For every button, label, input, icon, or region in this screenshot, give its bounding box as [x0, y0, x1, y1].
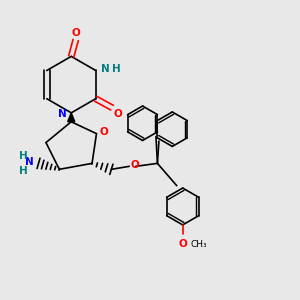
- Text: N: N: [58, 109, 67, 119]
- Text: O: O: [131, 160, 140, 170]
- Text: O: O: [113, 109, 122, 119]
- Text: CH₃: CH₃: [190, 240, 207, 249]
- Text: N: N: [25, 157, 34, 167]
- Text: H: H: [19, 151, 28, 161]
- Polygon shape: [68, 113, 75, 122]
- Text: O: O: [178, 238, 187, 249]
- Text: N: N: [101, 64, 110, 74]
- Text: O: O: [71, 28, 80, 38]
- Text: H: H: [112, 64, 121, 74]
- Text: O: O: [100, 127, 108, 137]
- Text: H: H: [19, 166, 28, 176]
